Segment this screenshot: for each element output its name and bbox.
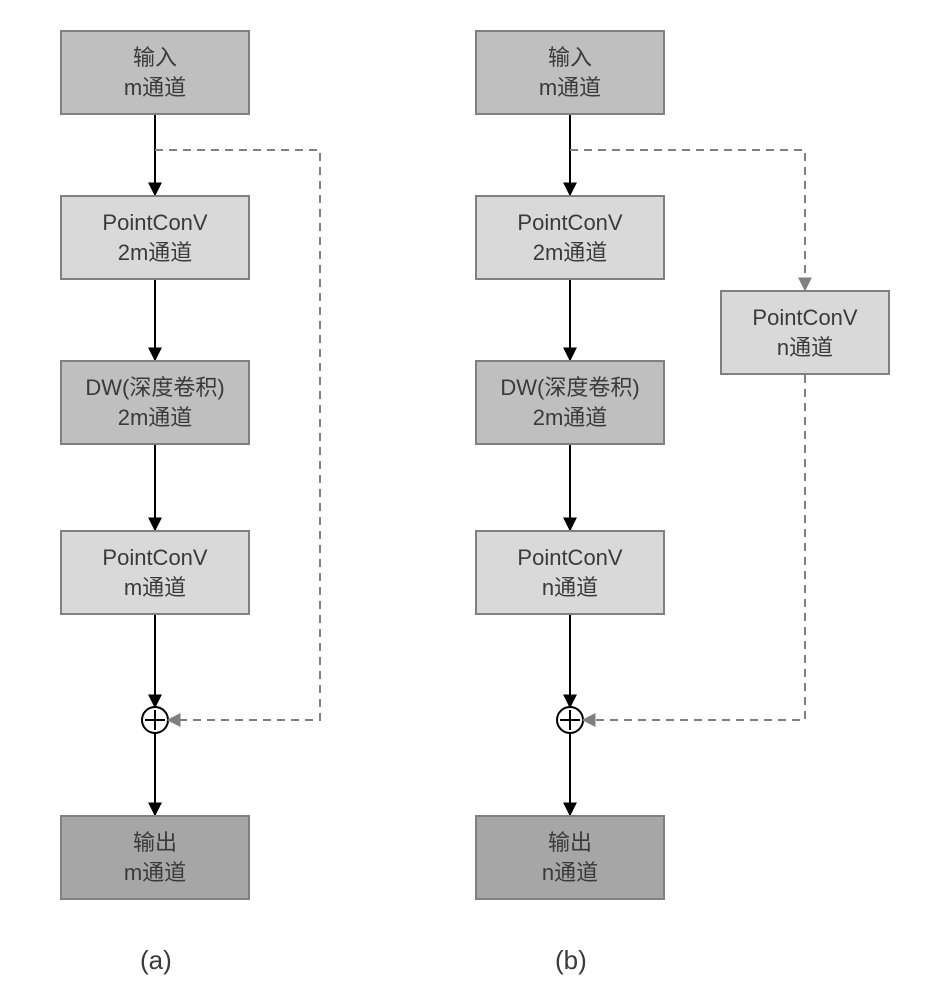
a-output-box: 输出m通道 — [60, 815, 250, 900]
a-pointconv1-box: PointConV2m通道 — [60, 195, 250, 280]
text: PointConV — [102, 208, 207, 238]
subfigure-label-b: (b) — [555, 945, 587, 976]
text: 输入 — [548, 43, 592, 73]
text: PointConV — [102, 543, 207, 573]
text: DW(深度卷积) — [500, 373, 639, 403]
text: 输入 — [133, 43, 177, 73]
diagram-canvas: 输入m通道 PointConV2m通道 DW(深度卷积)2m通道 PointCo… — [0, 0, 945, 1000]
text: m通道 — [124, 573, 186, 603]
text: 2m通道 — [533, 238, 608, 268]
a-pointconv2-box: PointConVm通道 — [60, 530, 250, 615]
text: PointConV — [752, 303, 857, 333]
text: 输出 — [133, 828, 177, 858]
text: PointConV — [517, 208, 622, 238]
a-input-box: 输入m通道 — [60, 30, 250, 115]
text: DW(深度卷积) — [85, 373, 224, 403]
text: 2m通道 — [533, 403, 608, 433]
b-output-box: 输出n通道 — [475, 815, 665, 900]
subfigure-label-a: (a) — [140, 945, 172, 976]
text: m通道 — [124, 858, 186, 888]
text: 2m通道 — [118, 238, 193, 268]
b-dwconv-box: DW(深度卷积)2m通道 — [475, 360, 665, 445]
text: 2m通道 — [118, 403, 193, 433]
text: m通道 — [124, 73, 186, 103]
text: n通道 — [777, 333, 833, 363]
text: n通道 — [542, 573, 598, 603]
b-pointconv2-box: PointConVn通道 — [475, 530, 665, 615]
a-dwconv-box: DW(深度卷积)2m通道 — [60, 360, 250, 445]
b-skip-pointconv-box: PointConVn通道 — [720, 290, 890, 375]
text: 输出 — [548, 828, 592, 858]
b-input-box: 输入m通道 — [475, 30, 665, 115]
b-pointconv1-box: PointConV2m通道 — [475, 195, 665, 280]
text: PointConV — [517, 543, 622, 573]
text: n通道 — [542, 858, 598, 888]
text: m通道 — [539, 73, 601, 103]
